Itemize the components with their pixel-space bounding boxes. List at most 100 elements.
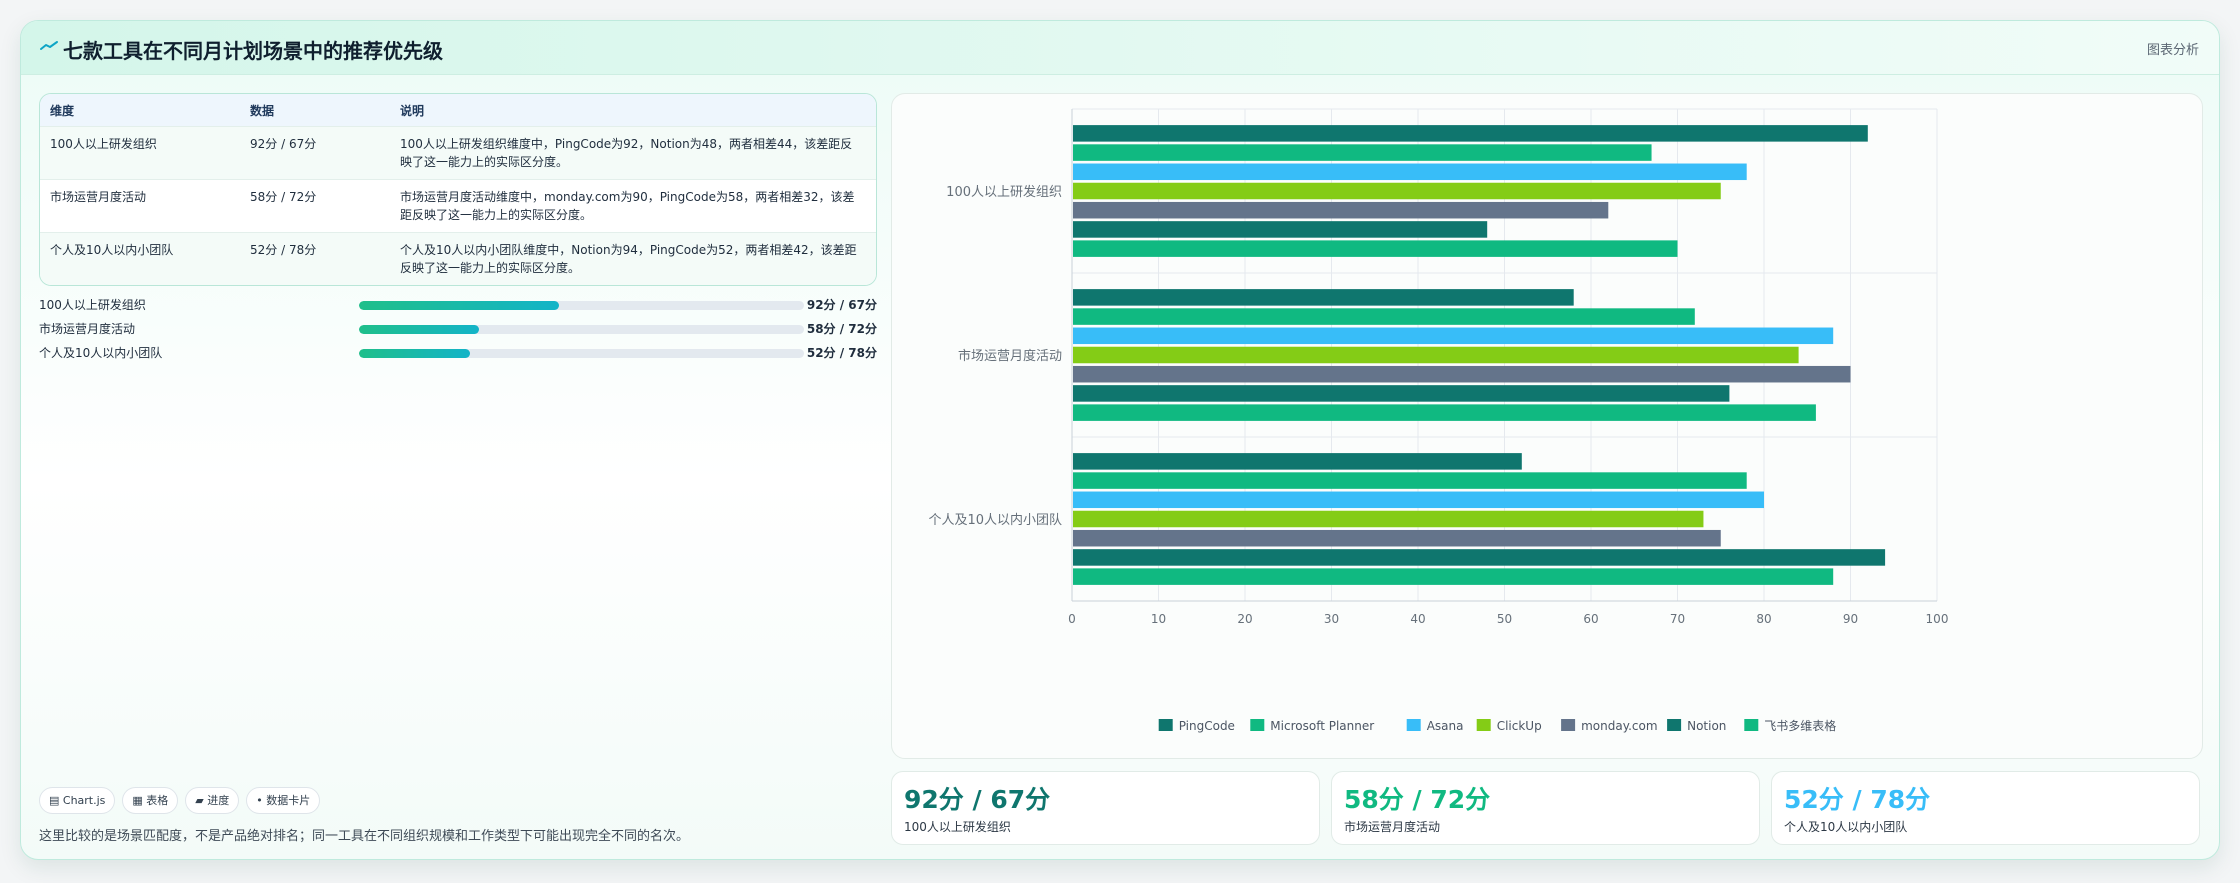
x-tick-label: 30 [1324, 612, 1339, 626]
legend-swatch [1744, 719, 1759, 731]
bar [1073, 308, 1695, 325]
chart-card: 七款工具在不同月计划场景中的推荐优先级 图表分析 维度 数据 说明 100人以上… [20, 20, 2220, 860]
bar [1073, 221, 1488, 238]
y-tick-label: 个人及10人以内小团队 [928, 512, 1062, 528]
legend-label: PingCode [1179, 719, 1235, 733]
page-title: 七款工具在不同月计划场景中的推荐优先级 [63, 39, 443, 63]
progress-value: 92分 / 67分 [806, 298, 877, 312]
bar [1073, 346, 1799, 364]
legend-label: monday.com [1581, 719, 1657, 733]
legend-swatch [1561, 719, 1576, 731]
bar [1073, 529, 1721, 547]
chip-chartjs[interactable]: ▤ Chart.js [39, 787, 116, 814]
bar [1073, 385, 1730, 402]
bar [1073, 549, 1886, 566]
x-tick-label: 90 [1843, 612, 1858, 626]
legend-label: Notion [1687, 719, 1726, 733]
legend-swatch [1158, 719, 1173, 731]
chart-panel: 100人以上研发组织市场运营月度活动个人及10人以内小团队 0 10 20 30 40 50… [891, 93, 2203, 759]
x-tick-label: 0 [1068, 612, 1076, 626]
bar [1073, 125, 1868, 142]
legend-swatch [1406, 719, 1421, 731]
chip-progress[interactable]: ▰ 进度 [185, 787, 240, 814]
bar [1073, 491, 1764, 509]
bar [1073, 327, 1834, 345]
legend-label: 飞书多维表格 [1764, 718, 1836, 733]
table-cell-data: 52分 / 78分 [250, 243, 317, 257]
legend-swatch [1250, 719, 1265, 731]
footnote: 这里比较的是场景匹配度，不是产品绝对排名；同一工具在不同组织规模和工作类型下可能… [39, 829, 690, 844]
stat-value: 92分 / 67分 [904, 785, 1051, 814]
comparison-table: 维度 数据 说明 100人以上研发组织 92分 / 67分 100人以上研发组织… [39, 93, 877, 286]
tag-chips: ▤ Chart.js ▦ 表格 ▰ 进度 • 数据卡片 [39, 787, 327, 815]
x-tick-label: 70 [1670, 612, 1685, 626]
bar [1073, 472, 1747, 489]
progress-track [359, 349, 804, 358]
progress-fill [359, 301, 560, 310]
bar [1073, 365, 1851, 383]
table-cell-description: 个人及10人以内小团队维度中，Notion为94，PingCode为52，两者相… [400, 243, 857, 275]
column-header: 说明 [400, 104, 425, 118]
table-cell-dimension: 个人及10人以内小团队 [50, 243, 174, 257]
bar [1073, 240, 1678, 257]
stat-value: 52分 / 78分 [1784, 785, 1931, 814]
progress-label: 个人及10人以内小团队 [39, 346, 163, 360]
legend-swatch [1667, 719, 1682, 731]
table-cell-data: 92分 / 67分 [250, 137, 317, 151]
legend-label: Asana [1427, 719, 1464, 733]
card-header: 七款工具在不同月计划场景中的推荐优先级 图表分析 [21, 21, 2219, 75]
x-tick-label: 20 [1237, 612, 1252, 626]
progress-label: 100人以上研发组织 [39, 298, 146, 312]
chip-data-card[interactable]: • 数据卡片 [246, 787, 321, 814]
stat-label: 个人及10人以内小团队 [1784, 820, 1908, 834]
y-tick-label: 100人以上研发组织 [946, 184, 1062, 200]
table-row: 100人以上研发组织 92分 / 67分 100人以上研发组织维度中，PingC… [40, 127, 876, 180]
table-cell-dimension: 100人以上研发组织 [50, 137, 157, 151]
table-cell-description: 市场运营月度活动维度中，monday.com为90，PingCode为58，两者… [400, 190, 855, 222]
legend-swatch [1476, 719, 1491, 731]
bar [1073, 289, 1574, 306]
table-cell-description: 100人以上研发组织维度中，PingCode为92，Notion为48，两者相差… [400, 137, 853, 169]
bar [1073, 568, 1834, 585]
progress-track [359, 301, 804, 310]
progress-value: 58分 / 72分 [806, 322, 877, 336]
progress-row: 个人及10人以内小团队 52分 / 78分 [39, 344, 877, 362]
stat-card: 58分 / 72分 市场运营月度活动 [1331, 771, 1760, 845]
x-tick-label: 80 [1756, 612, 1771, 626]
column-header: 维度 [50, 104, 75, 118]
column-header: 数据 [250, 104, 275, 118]
stat-card: 52分 / 78分 个人及10人以内小团队 [1771, 771, 2200, 845]
x-tick-label: 10 [1151, 612, 1166, 626]
table-header-row: 维度 数据 说明 [40, 94, 876, 127]
x-tick-label: 40 [1410, 612, 1425, 626]
x-tick-label: 50 [1497, 612, 1512, 626]
y-tick-label: 市场运营月度活动 [958, 348, 1062, 364]
progress-label: 市场运营月度活动 [39, 322, 136, 336]
table-row: 个人及10人以内小团队 52分 / 78分 个人及10人以内小团队维度中，Not… [40, 233, 876, 285]
chip-table[interactable]: ▦ 表格 [122, 787, 179, 814]
x-tick-label: 60 [1583, 612, 1598, 626]
bar [1073, 510, 1704, 528]
progress-row: 市场运营月度活动 58分 / 72分 [39, 320, 877, 338]
progress-value: 52分 / 78分 [806, 346, 877, 360]
progress-row: 100人以上研发组织 92分 / 67分 [39, 296, 877, 314]
progress-fill [359, 349, 471, 358]
stat-card: 92分 / 67分 100人以上研发组织 [891, 771, 1320, 845]
stat-label: 市场运营月度活动 [1344, 820, 1441, 834]
bar [1073, 453, 1522, 470]
bar [1073, 144, 1652, 161]
table-cell-data: 58分 / 72分 [250, 190, 317, 204]
x-tick-label: 100 [1926, 612, 1949, 626]
bar [1073, 201, 1609, 219]
bar [1073, 404, 1816, 421]
trend-line-icon [40, 41, 58, 50]
table-cell-dimension: 市场运营月度活动 [50, 190, 147, 204]
legend-label: ClickUp [1497, 719, 1542, 733]
chart-analysis-tag: 图表分析 [2146, 43, 2199, 58]
legend-label: Microsoft Planner [1270, 719, 1374, 733]
progress-track [359, 325, 804, 334]
stat-value: 58分 / 72分 [1344, 785, 1491, 814]
stat-label: 100人以上研发组织 [904, 820, 1011, 834]
bar [1073, 182, 1721, 200]
